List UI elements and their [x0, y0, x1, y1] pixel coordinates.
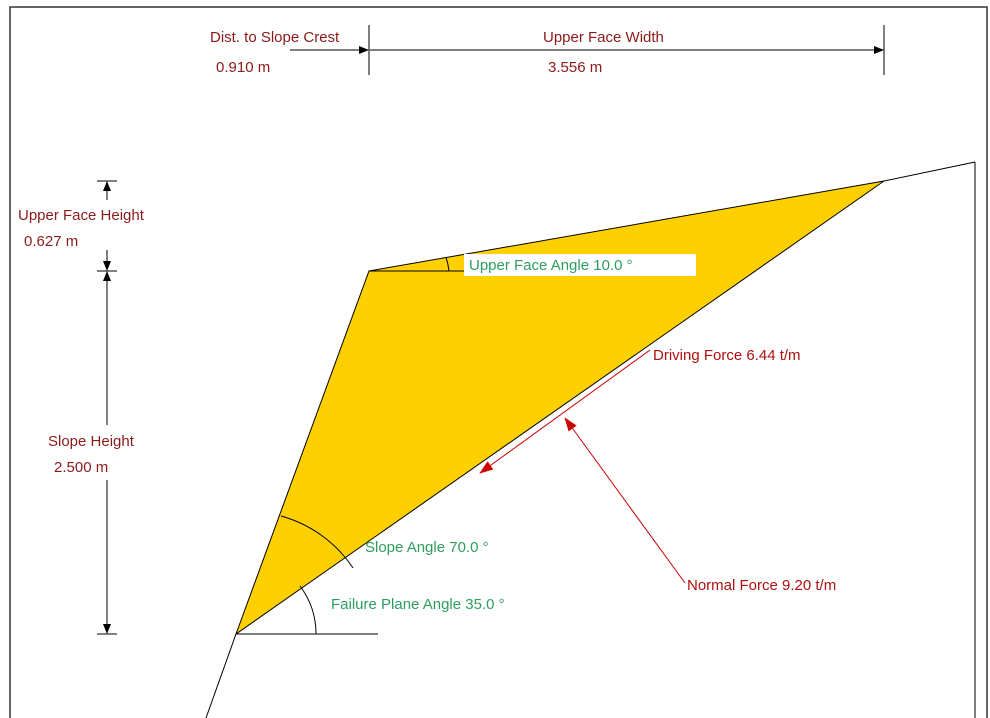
wedge — [234, 180, 885, 636]
dim-value: 3.556 m — [548, 59, 602, 76]
dim-label: Upper Face Width — [543, 29, 664, 46]
dim-label: Dist. to Slope Crest — [210, 29, 340, 46]
force-label: Driving Force 6.44 t/m — [653, 347, 801, 364]
force-label: Normal Force 9.20 t/m — [687, 577, 836, 594]
label-bg — [464, 254, 696, 276]
geometry — [97, 25, 976, 718]
angle-label: Slope Angle 70.0 ° — [365, 539, 489, 556]
angle-label: Failure Plane Angle 35.0 ° — [331, 596, 505, 613]
dim-value: 0.627 m — [24, 233, 78, 250]
dim-value: 2.500 m — [54, 459, 108, 476]
force-arrows — [479, 349, 686, 584]
dim-label: Upper Face Height — [18, 207, 145, 224]
dim-label: Slope Height — [48, 433, 135, 450]
dim-value: 0.910 m — [216, 59, 270, 76]
angle-label: Upper Face Angle 10.0 ° — [469, 257, 633, 274]
